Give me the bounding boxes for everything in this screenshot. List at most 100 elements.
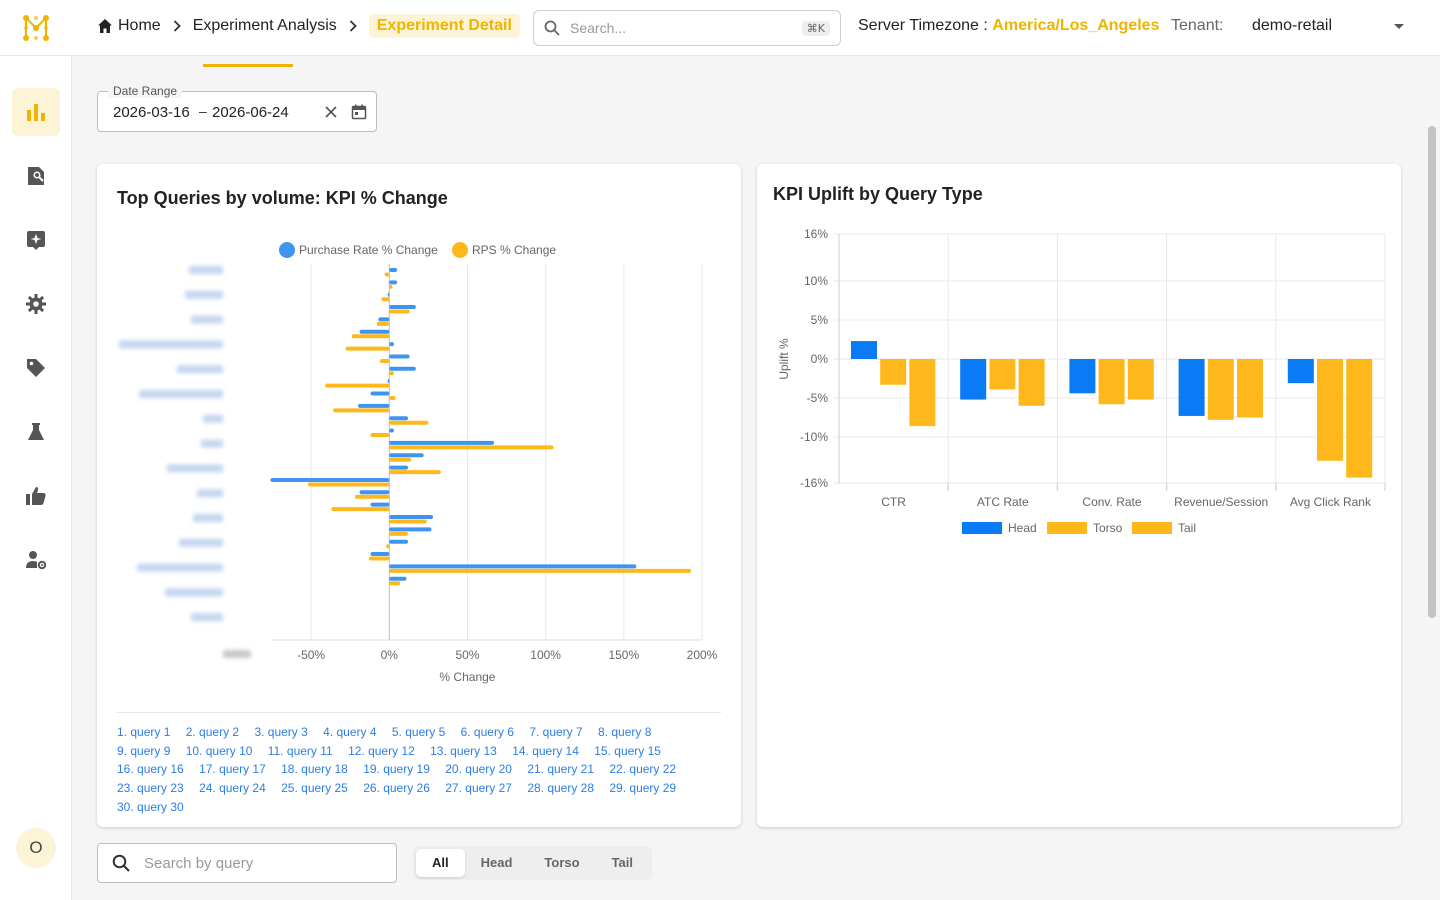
date-range-picker[interactable]: Date Range 2026-03-16 – 2026-06-24 xyxy=(97,84,377,132)
bar-purchase-rate[interactable] xyxy=(389,354,410,359)
bar-rps[interactable] xyxy=(389,445,554,450)
bar-purchase-rate[interactable] xyxy=(389,527,432,532)
bar-torso[interactable] xyxy=(880,359,907,385)
bar-torso[interactable] xyxy=(1207,359,1234,420)
bar-head[interactable] xyxy=(960,359,987,400)
query-link[interactable]: 19. query 19 xyxy=(363,762,430,777)
bar-purchase-rate[interactable] xyxy=(387,379,390,384)
bar-head[interactable] xyxy=(1178,359,1205,416)
segment-all[interactable]: All xyxy=(416,849,465,877)
bar-purchase-rate[interactable] xyxy=(389,465,409,470)
global-search[interactable]: ⌘K xyxy=(533,10,841,46)
bar-rps[interactable] xyxy=(389,519,427,524)
bar-purchase-rate[interactable] xyxy=(389,342,394,347)
bar-purchase-rate[interactable] xyxy=(359,490,390,495)
bar-purchase-rate[interactable] xyxy=(389,305,416,310)
query-link[interactable]: 9. query 9 xyxy=(117,743,171,758)
bar-tail[interactable] xyxy=(909,359,936,427)
sidebar-item-ai-tools[interactable] xyxy=(12,216,60,264)
bar-rps[interactable] xyxy=(325,383,390,388)
query-link[interactable]: 16. query 16 xyxy=(117,762,184,777)
bar-purchase-rate[interactable] xyxy=(389,440,495,445)
query-link[interactable]: 14. query 14 xyxy=(512,743,579,758)
query-link[interactable]: 2. query 2 xyxy=(185,725,240,739)
query-link[interactable]: 28. query 28 xyxy=(527,781,595,796)
bar-purchase-rate[interactable] xyxy=(358,403,390,408)
bar-rps[interactable] xyxy=(384,272,390,277)
bar-rps[interactable] xyxy=(389,457,412,462)
bar-purchase-rate[interactable] xyxy=(370,552,390,557)
query-link[interactable]: 11. query 11 xyxy=(267,743,333,758)
bar-rps[interactable] xyxy=(389,581,401,586)
calendar-icon[interactable] xyxy=(351,104,367,120)
bar-tail[interactable] xyxy=(1127,359,1154,400)
query-link[interactable]: 25. query 25 xyxy=(281,781,348,796)
query-link[interactable]: 23. query 23 xyxy=(117,781,184,796)
bar-rps[interactable] xyxy=(389,396,396,400)
bar-purchase-rate[interactable] xyxy=(389,366,416,371)
query-link[interactable]: 6. query 6 xyxy=(460,725,514,739)
bar-purchase-rate[interactable] xyxy=(389,280,398,285)
query-link[interactable]: 22. query 22 xyxy=(609,762,677,777)
bar-head[interactable] xyxy=(1069,359,1096,394)
app-logo[interactable] xyxy=(22,14,50,42)
bar-purchase-rate[interactable] xyxy=(389,539,409,544)
close-icon[interactable] xyxy=(324,105,338,119)
bar-purchase-rate[interactable] xyxy=(387,292,390,297)
sidebar-item-analytics[interactable] xyxy=(12,88,60,136)
sidebar-item-search-insights[interactable] xyxy=(12,152,60,200)
query-link[interactable]: 8. query 8 xyxy=(598,725,652,739)
segment-tail[interactable]: Tail xyxy=(611,855,634,870)
bar-rps[interactable] xyxy=(345,346,390,351)
bar-purchase-rate[interactable] xyxy=(389,416,409,421)
bar-torso[interactable] xyxy=(1317,359,1343,461)
query-link[interactable]: 29. query 29 xyxy=(609,781,677,796)
bar-purchase-rate[interactable] xyxy=(378,317,390,322)
sidebar-item-experiments[interactable] xyxy=(12,408,60,456)
query-link[interactable]: 3. query 3 xyxy=(254,725,308,739)
bar-rps[interactable] xyxy=(307,482,390,487)
bar-purchase-rate[interactable] xyxy=(389,576,407,581)
bar-purchase-rate[interactable] xyxy=(389,428,394,433)
bar-tail[interactable] xyxy=(1346,359,1373,478)
segment-head[interactable]: Head xyxy=(480,855,513,870)
bar-rps[interactable] xyxy=(386,544,390,549)
bar-rps[interactable] xyxy=(332,408,390,413)
bar-rps[interactable] xyxy=(368,556,390,561)
bar-rps[interactable] xyxy=(354,494,390,499)
query-search[interactable] xyxy=(97,843,397,883)
global-search-input[interactable] xyxy=(570,20,802,36)
bar-tail[interactable] xyxy=(1018,359,1045,406)
bar-rps[interactable] xyxy=(370,433,390,438)
avatar[interactable]: O xyxy=(16,828,56,868)
breadcrumb-experiment-detail[interactable]: Experiment Detail xyxy=(368,14,520,38)
bar-purchase-rate[interactable] xyxy=(389,564,637,569)
bar-purchase-rate[interactable] xyxy=(359,329,390,334)
bar-rps[interactable] xyxy=(381,297,390,302)
sidebar-item-tags[interactable] xyxy=(12,344,60,392)
query-link[interactable]: 27. query 27 xyxy=(445,781,512,796)
sidebar-item-feedback[interactable] xyxy=(12,472,60,520)
query-link[interactable]: 1. query 1 xyxy=(117,725,171,739)
bar-rps[interactable] xyxy=(331,507,390,512)
query-link[interactable]: 15. query 15 xyxy=(594,743,661,758)
query-link[interactable]: 13. query 13 xyxy=(430,743,497,758)
query-link[interactable]: 10. query 10 xyxy=(185,743,253,758)
bar-rps[interactable] xyxy=(351,334,390,339)
query-search-input[interactable] xyxy=(144,854,364,872)
query-link[interactable]: 20. query 20 xyxy=(445,762,512,777)
bar-purchase-rate[interactable] xyxy=(389,515,434,519)
query-link[interactable]: 30. query 30 xyxy=(117,799,184,814)
bar-torso[interactable] xyxy=(989,359,1016,390)
query-link[interactable]: 4. query 4 xyxy=(323,725,377,739)
bar-rps[interactable] xyxy=(379,358,390,363)
breadcrumb-experiment-analysis[interactable]: Experiment Analysis xyxy=(192,17,337,34)
bar-purchase-rate[interactable] xyxy=(270,477,390,482)
bar-rps[interactable] xyxy=(389,284,393,289)
scrollbar-thumb[interactable] xyxy=(1428,126,1436,618)
bar-rps[interactable] xyxy=(389,371,394,376)
segment-torso[interactable]: Torso xyxy=(544,855,580,870)
query-link[interactable]: 7. query 7 xyxy=(529,725,583,739)
bar-head[interactable] xyxy=(851,341,877,359)
bar-tail[interactable] xyxy=(1237,359,1263,418)
